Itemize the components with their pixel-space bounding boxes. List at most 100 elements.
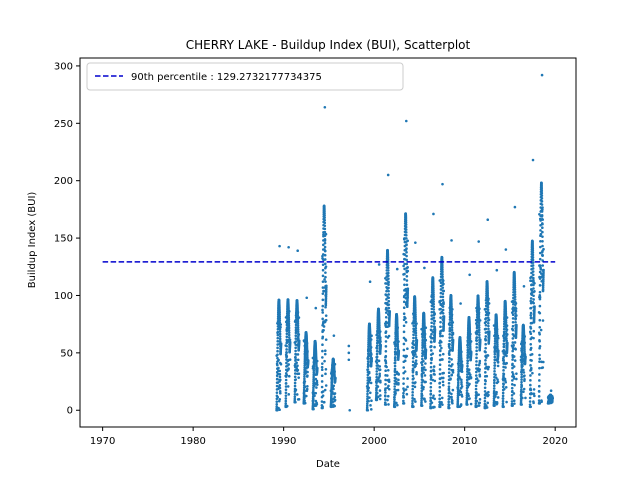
- scatter-point: [403, 283, 406, 287]
- scatter-point: [496, 334, 500, 338]
- scatter-point: [368, 378, 372, 382]
- scatter-point: [323, 286, 327, 289]
- x-tick-label: 1980: [180, 436, 205, 447]
- scatter-point: [294, 400, 297, 404]
- scatter-point: [512, 365, 516, 368]
- scatter-point: [449, 317, 452, 320]
- scatter-point: [429, 345, 432, 349]
- scatter-point: [422, 324, 426, 328]
- scatter-point: [402, 377, 405, 380]
- scatter-point: [466, 349, 470, 352]
- scatter-point: [403, 267, 406, 271]
- scatter-point: [414, 381, 417, 384]
- scatter-point: [432, 212, 435, 216]
- scatter-point: [467, 351, 470, 354]
- scatter-point: [312, 384, 316, 388]
- scatter-point: [412, 315, 416, 319]
- scatter-point: [333, 395, 337, 399]
- scatter-point: [305, 296, 309, 300]
- scatter-point: [366, 392, 369, 396]
- scatter-point: [466, 385, 470, 389]
- scatter-point: [538, 402, 542, 405]
- scatter-point: [278, 340, 281, 343]
- scatter-point: [512, 334, 516, 338]
- scatter-point: [486, 316, 490, 320]
- scatter-point: [519, 393, 523, 397]
- scatter-point: [383, 388, 387, 392]
- scatter-point: [523, 335, 527, 338]
- scatter-point: [477, 321, 481, 325]
- scatter-point: [541, 244, 544, 248]
- scatter-point: [530, 359, 533, 362]
- scatter-point: [296, 369, 299, 373]
- plot-area: [102, 73, 556, 412]
- scatter-point: [368, 335, 372, 338]
- scatter-point: [376, 340, 380, 344]
- scatter-point: [376, 367, 380, 370]
- scatter-point: [402, 264, 405, 268]
- scatter-point: [396, 333, 399, 337]
- scatter-point: [277, 315, 280, 319]
- scatter-point: [324, 275, 327, 279]
- x-tick-label: 1970: [90, 436, 115, 447]
- scatter-point: [423, 374, 427, 377]
- scatter-point: [287, 317, 290, 321]
- scatter-point: [403, 278, 406, 281]
- scatter-point: [530, 293, 534, 296]
- scatter-point: [312, 407, 315, 411]
- scatter-point: [493, 352, 497, 356]
- scatter-point: [279, 323, 283, 326]
- scatter-point: [311, 396, 315, 400]
- scatter-point: [485, 374, 489, 378]
- scatter-point: [442, 301, 445, 304]
- scatter-point: [394, 347, 397, 351]
- scatter-point: [494, 376, 498, 379]
- scatter-point: [412, 339, 415, 343]
- scatter-point: [334, 376, 337, 380]
- scatter-point: [494, 346, 498, 349]
- scatter-point: [484, 298, 488, 302]
- scatter-point: [420, 361, 423, 364]
- scatter-point: [539, 232, 543, 236]
- scatter-point: [531, 270, 535, 273]
- scatter-point: [386, 325, 389, 329]
- scatter-point: [466, 393, 469, 396]
- scatter-point: [285, 335, 289, 339]
- scatter-point: [487, 393, 490, 397]
- scatter-point: [303, 375, 306, 378]
- scatter-point: [330, 381, 334, 384]
- scatter-point: [538, 304, 542, 308]
- scatter-point: [294, 378, 298, 381]
- scatter-point: [478, 319, 482, 322]
- scatter-point: [533, 290, 536, 293]
- scatter-point: [501, 394, 505, 398]
- scatter-point: [474, 374, 478, 377]
- scatter-point: [505, 328, 509, 331]
- scatter-point: [510, 397, 514, 400]
- scatter-point: [384, 340, 388, 343]
- scatter-point: [396, 388, 400, 392]
- scatter-point: [312, 378, 316, 382]
- scatter-point: [393, 396, 396, 399]
- scatter-point: [302, 381, 306, 385]
- scatter-point: [440, 310, 444, 314]
- scatter-point: [411, 356, 415, 360]
- scatter-point: [323, 210, 326, 213]
- scatter-point: [396, 403, 399, 407]
- scatter-point: [366, 408, 370, 412]
- scatter-point: [460, 380, 463, 384]
- scatter-point: [387, 380, 391, 384]
- scatter-point: [449, 348, 452, 352]
- scatter-point: [405, 243, 408, 246]
- scatter-point: [287, 331, 291, 334]
- scatter-point: [541, 319, 545, 322]
- scatter-point: [440, 346, 443, 350]
- scatter-point: [386, 368, 390, 372]
- scatter-point: [365, 404, 369, 407]
- scatter-point: [483, 321, 487, 325]
- scatter-point: [413, 343, 416, 347]
- scatter-point: [303, 385, 307, 389]
- scatter-point: [439, 302, 443, 306]
- scatter-point: [496, 378, 499, 381]
- scatter-point: [540, 189, 544, 193]
